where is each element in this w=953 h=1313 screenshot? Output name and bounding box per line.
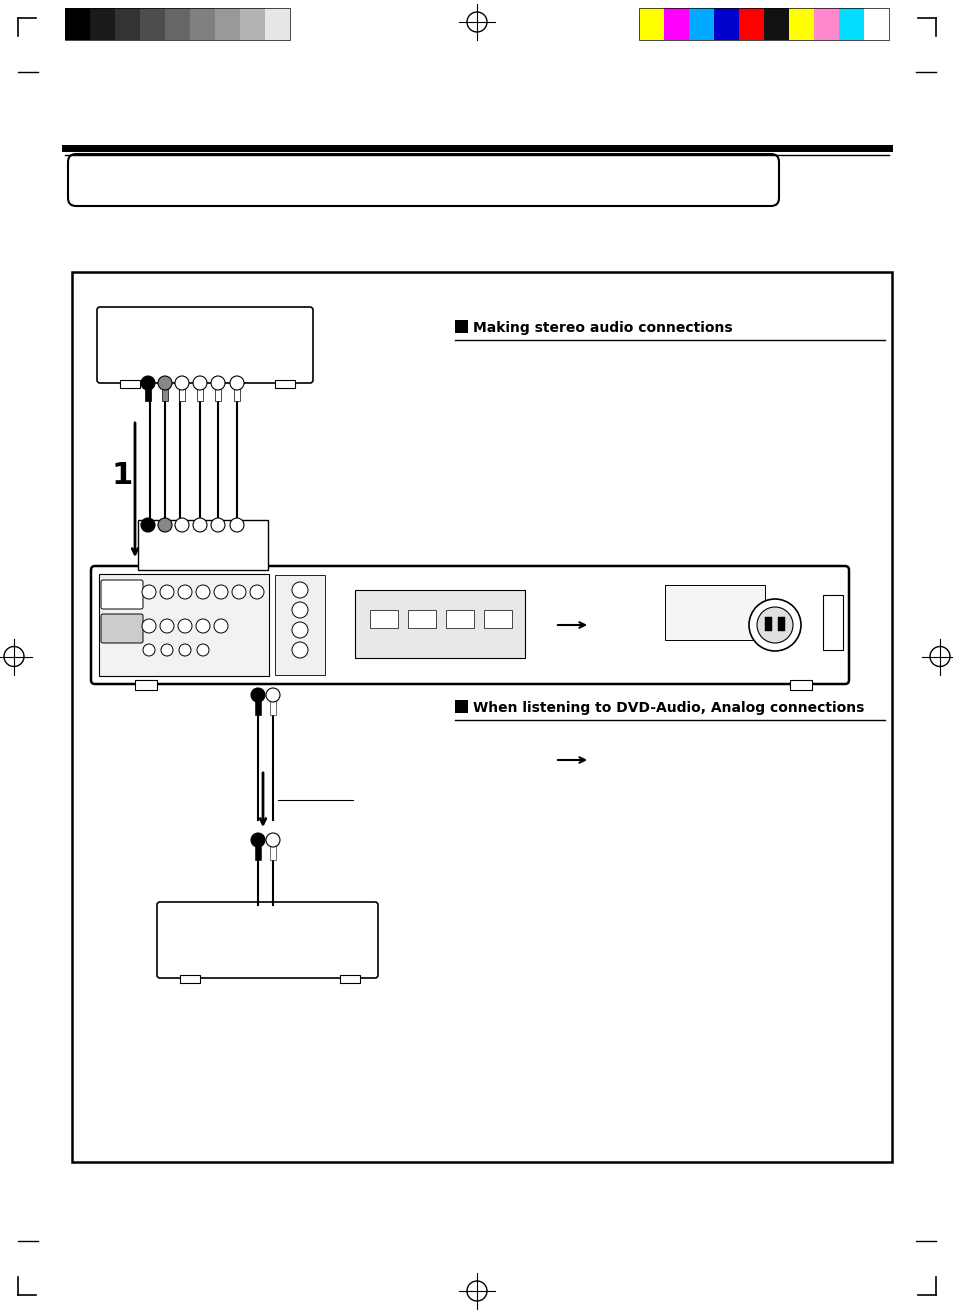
Circle shape (292, 601, 308, 618)
Circle shape (143, 643, 154, 656)
Circle shape (193, 376, 207, 390)
Circle shape (196, 643, 209, 656)
Circle shape (230, 519, 244, 532)
Text: Making stereo audio connections: Making stereo audio connections (473, 320, 732, 335)
Circle shape (179, 643, 191, 656)
Bar (664, 586, 764, 639)
Circle shape (292, 642, 308, 658)
FancyBboxPatch shape (157, 902, 377, 978)
Bar (446, 611, 474, 628)
Circle shape (292, 582, 308, 597)
Circle shape (292, 622, 308, 638)
Circle shape (141, 376, 154, 390)
Circle shape (178, 586, 192, 599)
Bar (270, 840, 275, 860)
Circle shape (160, 618, 173, 633)
Bar (140, 8, 165, 39)
Bar (214, 383, 221, 400)
Bar (663, 8, 688, 39)
Bar (196, 383, 203, 400)
Bar (763, 8, 788, 39)
Circle shape (158, 376, 172, 390)
Bar (254, 840, 261, 860)
Bar (240, 8, 265, 39)
Bar (214, 8, 240, 39)
Circle shape (251, 688, 265, 702)
Bar (265, 8, 290, 39)
Bar (483, 611, 512, 628)
FancyBboxPatch shape (91, 566, 848, 684)
Circle shape (195, 618, 210, 633)
Bar (254, 695, 261, 716)
Circle shape (211, 376, 225, 390)
FancyBboxPatch shape (101, 614, 143, 643)
Circle shape (193, 519, 207, 532)
Bar (688, 8, 713, 39)
Circle shape (195, 586, 210, 599)
Circle shape (213, 586, 228, 599)
Bar (165, 8, 190, 39)
Circle shape (251, 832, 265, 847)
Bar (822, 595, 842, 650)
Bar (778, 617, 784, 632)
Bar (639, 8, 888, 39)
Bar (270, 695, 275, 716)
Circle shape (174, 376, 189, 390)
Circle shape (160, 586, 173, 599)
Bar (120, 379, 140, 389)
Bar (71, 272, 891, 1162)
Circle shape (161, 643, 172, 656)
Circle shape (141, 519, 154, 532)
Bar (838, 8, 863, 39)
Bar (408, 611, 436, 628)
Bar (90, 8, 115, 39)
FancyBboxPatch shape (68, 154, 779, 206)
Bar (274, 575, 325, 675)
Bar (138, 520, 268, 570)
Circle shape (266, 832, 280, 847)
Bar (639, 8, 663, 39)
Bar (115, 8, 140, 39)
FancyBboxPatch shape (101, 580, 143, 609)
Bar (135, 680, 157, 691)
Circle shape (142, 586, 156, 599)
Bar (355, 590, 524, 658)
Bar (788, 8, 813, 39)
Text: 1: 1 (112, 461, 132, 490)
Bar (370, 611, 397, 628)
FancyBboxPatch shape (97, 307, 313, 383)
Text: When listening to DVD-Audio, Analog connections: When listening to DVD-Audio, Analog conn… (473, 701, 863, 716)
Circle shape (211, 519, 225, 532)
Circle shape (213, 618, 228, 633)
Bar (739, 8, 763, 39)
Bar (65, 8, 290, 39)
Bar (180, 976, 200, 983)
Bar (455, 700, 468, 713)
Bar (179, 383, 185, 400)
Circle shape (142, 618, 156, 633)
Circle shape (178, 618, 192, 633)
Bar (162, 383, 168, 400)
Bar (339, 976, 359, 983)
Bar (455, 320, 468, 334)
Bar (145, 383, 151, 400)
Circle shape (250, 586, 264, 599)
Circle shape (748, 599, 801, 651)
Bar (274, 379, 294, 389)
Circle shape (266, 688, 280, 702)
Bar (863, 8, 888, 39)
Circle shape (232, 586, 246, 599)
Bar (233, 383, 240, 400)
Circle shape (158, 519, 172, 532)
Bar (789, 680, 811, 691)
Bar (713, 8, 739, 39)
Circle shape (757, 607, 792, 643)
Bar (99, 574, 269, 676)
Circle shape (174, 519, 189, 532)
Circle shape (230, 376, 244, 390)
Bar (190, 8, 214, 39)
Bar (65, 8, 90, 39)
Bar (813, 8, 838, 39)
Bar (764, 617, 771, 632)
